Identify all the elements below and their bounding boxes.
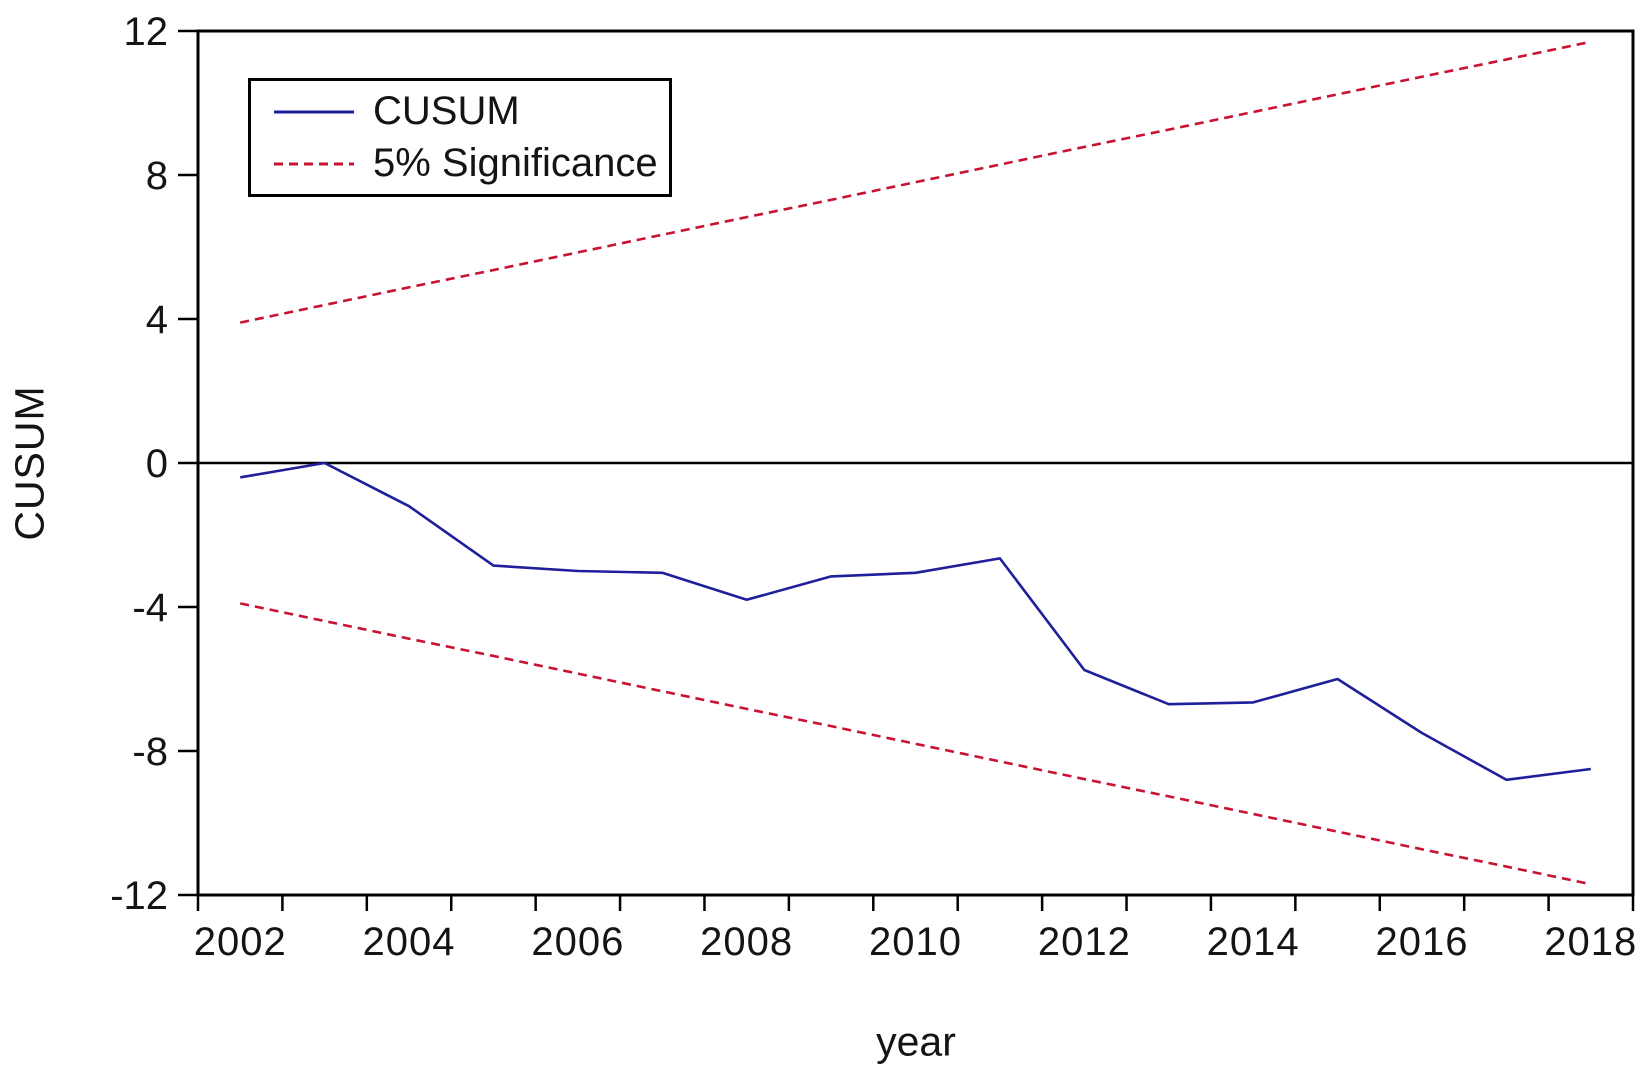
- legend: CUSUM 5% Significance: [248, 78, 672, 197]
- legend-item-significance: 5% Significance: [273, 140, 669, 188]
- y-tick-label: 0: [146, 442, 168, 486]
- x-tick-label: 2002: [194, 920, 287, 964]
- cusum-line: [239, 461, 1591, 782]
- y-axis-title: CUSUM: [6, 385, 53, 541]
- significance-lower-line: [239, 602, 1592, 886]
- legend-item-cusum: CUSUM: [273, 88, 669, 136]
- y-tick-label: 4: [146, 298, 168, 342]
- x-tick-label: 2008: [700, 920, 793, 964]
- legend-label-significance: 5% Significance: [373, 141, 658, 185]
- significance-line-sample: [274, 162, 354, 165]
- x-tick-label: 2004: [363, 920, 456, 964]
- x-tick-label: 2010: [869, 920, 962, 964]
- y-tick-label: -12: [110, 874, 168, 918]
- significance-upper-line: [239, 40, 1592, 324]
- x-tick-label: 2012: [1038, 920, 1131, 964]
- x-axis-title: year: [876, 1018, 956, 1065]
- y-tick-label: 8: [146, 154, 168, 198]
- legend-label-cusum: CUSUM: [373, 89, 520, 133]
- x-tick-label: 2018: [1544, 920, 1637, 964]
- y-tick-label: -8: [132, 730, 168, 774]
- cusum-line-sample: [274, 110, 354, 113]
- y-tick-label: 12: [124, 10, 169, 54]
- x-tick-label: 2014: [1207, 920, 1300, 964]
- x-tick-label: 2006: [531, 920, 624, 964]
- x-tick-label: 2016: [1375, 920, 1468, 964]
- y-tick-label: -4: [132, 586, 168, 630]
